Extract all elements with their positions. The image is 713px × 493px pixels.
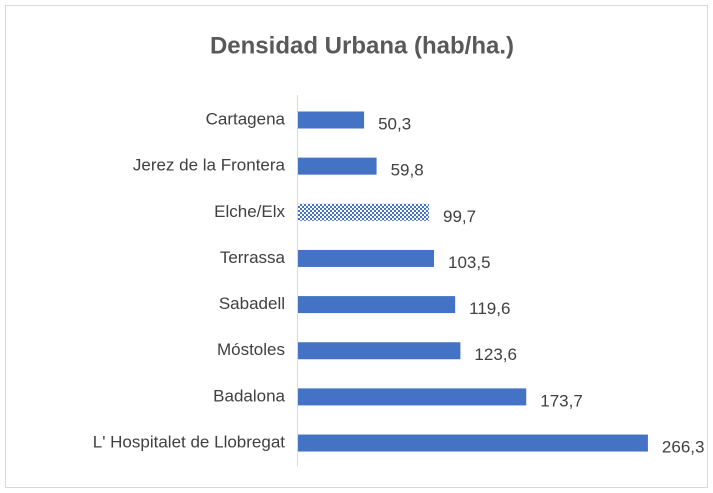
category-label: Elche/Elx [214, 202, 285, 221]
bar [298, 249, 434, 267]
bar [298, 111, 365, 129]
chart-title: Densidad Urbana (hab/ha.) [210, 32, 514, 59]
value-label: 173,7 [540, 391, 583, 410]
bar [298, 203, 430, 221]
bar [298, 157, 377, 175]
category-label: Móstoles [217, 340, 285, 359]
category-label: Sabadell [219, 294, 285, 313]
value-label: 50,3 [378, 114, 411, 133]
category-label: Badalona [213, 386, 285, 405]
value-label: 266,3 [662, 438, 705, 457]
chart-border [5, 5, 708, 488]
value-label: 59,8 [391, 161, 424, 180]
category-label: Cartagena [206, 109, 286, 128]
value-label: 99,7 [443, 207, 476, 226]
bar [298, 388, 527, 406]
bar [298, 296, 456, 314]
bar [298, 434, 648, 452]
value-label: 123,6 [474, 345, 517, 364]
category-label: Jerez de la Frontera [133, 156, 286, 175]
category-label: Terrassa [220, 248, 286, 267]
category-label: L' Hospitalet de Llobregat [93, 433, 286, 452]
bar [298, 342, 461, 360]
value-label: 103,5 [448, 253, 491, 272]
value-label: 119,6 [469, 299, 510, 318]
